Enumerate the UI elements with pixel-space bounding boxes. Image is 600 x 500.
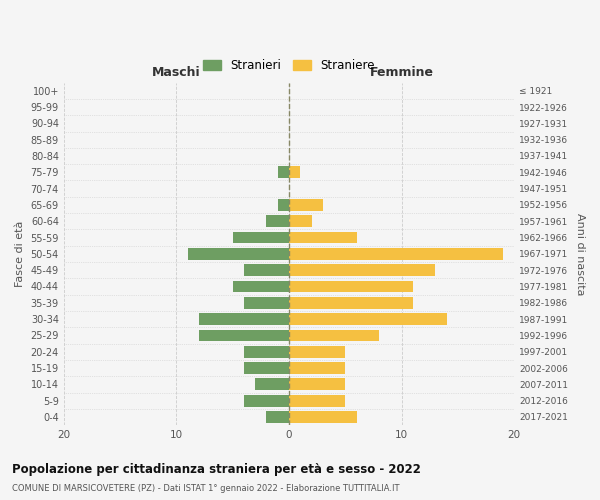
Bar [244, 346, 289, 358]
Y-axis label: Fasce di età: Fasce di età [15, 220, 25, 287]
Bar [199, 330, 289, 342]
Bar [244, 264, 289, 276]
Bar [244, 297, 289, 308]
Bar [244, 362, 289, 374]
Bar [289, 378, 346, 390]
Bar [266, 216, 289, 227]
Bar [289, 264, 436, 276]
Text: Femmine: Femmine [370, 66, 434, 80]
Bar [233, 280, 289, 292]
Text: COMUNE DI MARSICOVETERE (PZ) - Dati ISTAT 1° gennaio 2022 - Elaborazione TUTTITA: COMUNE DI MARSICOVETERE (PZ) - Dati ISTA… [12, 484, 400, 493]
Text: Maschi: Maschi [152, 66, 201, 80]
Y-axis label: Anni di nascita: Anni di nascita [575, 212, 585, 295]
Bar [289, 199, 323, 211]
Bar [289, 411, 356, 423]
Bar [266, 411, 289, 423]
Bar [289, 248, 503, 260]
Bar [278, 199, 289, 211]
Bar [278, 166, 289, 178]
Bar [289, 313, 446, 325]
Bar [289, 216, 311, 227]
Bar [244, 395, 289, 406]
Bar [188, 248, 289, 260]
Bar [289, 297, 413, 308]
Bar [199, 313, 289, 325]
Bar [289, 232, 356, 243]
Bar [233, 232, 289, 243]
Bar [289, 362, 346, 374]
Bar [289, 280, 413, 292]
Legend: Stranieri, Straniere: Stranieri, Straniere [199, 54, 379, 76]
Bar [255, 378, 289, 390]
Bar [289, 395, 346, 406]
Bar [289, 166, 300, 178]
Bar [289, 346, 346, 358]
Bar [289, 330, 379, 342]
Text: Popolazione per cittadinanza straniera per età e sesso - 2022: Popolazione per cittadinanza straniera p… [12, 462, 421, 475]
